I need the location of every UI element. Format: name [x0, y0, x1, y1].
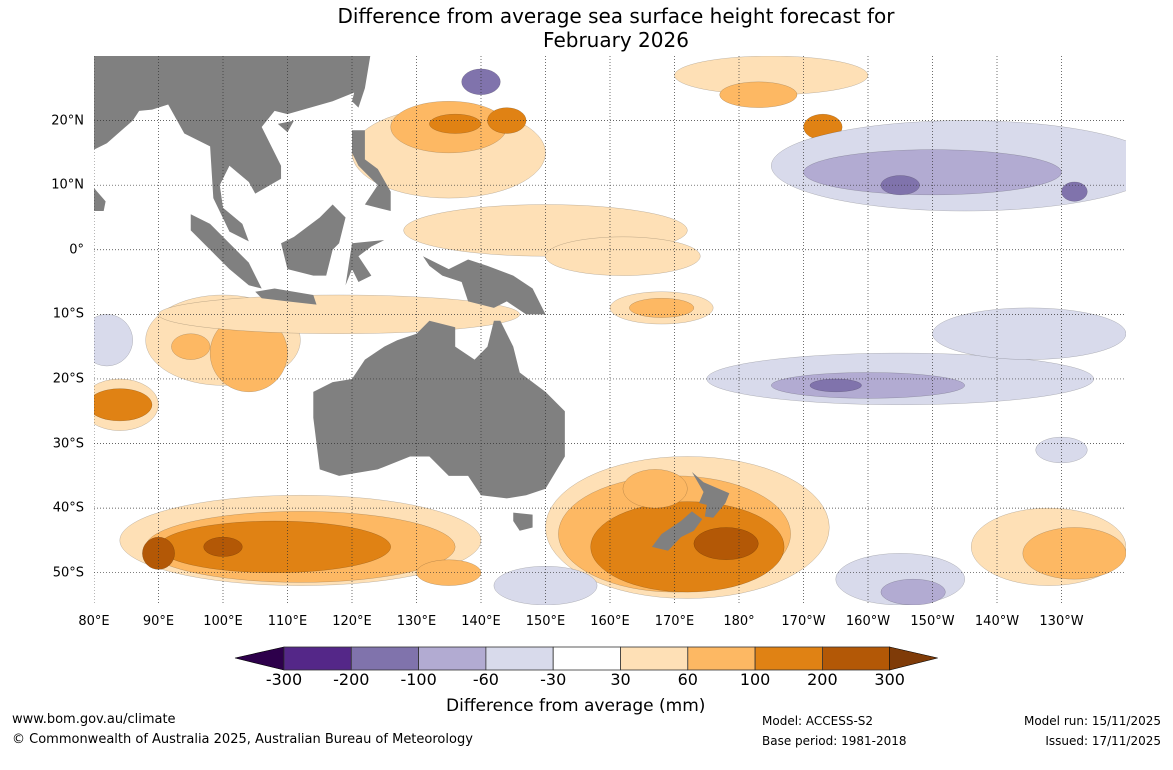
colorbar-swatch [350, 646, 419, 671]
lat-tick-label: 10°N [51, 177, 84, 193]
anomaly-contour [158, 520, 391, 573]
landmass-sumatra [190, 214, 262, 289]
colorbar-swatch [485, 646, 554, 671]
lon-tick-label: 130°E [396, 614, 437, 629]
model-info: Model: ACCESS-S2 [762, 714, 874, 728]
colorbar-swatch [620, 646, 689, 671]
anomaly-contour [545, 236, 701, 276]
landmass-java [255, 288, 317, 305]
colorbar-swatch [552, 646, 621, 671]
lon-tick-label: 90°E [142, 614, 175, 629]
colorbar-tick-label: 100 [739, 670, 771, 689]
colorbar-swatch [283, 646, 352, 671]
colorbar-max-arrow [889, 646, 938, 671]
anomaly-contour [932, 307, 1126, 360]
anomaly-contour [622, 469, 688, 509]
lon-tick-label: 170°E [654, 614, 695, 629]
lon-tick-label: 160°W [845, 614, 891, 629]
anomaly-contour [693, 527, 759, 561]
lat-tick-label: 20°S [52, 371, 84, 387]
landmass-nz-south-island [651, 511, 703, 551]
colorbar-label: Difference from average (mm) [446, 696, 706, 716]
colorbar-swatch [822, 646, 891, 671]
anomaly-contour [809, 378, 862, 393]
landmass-sri-lanka [94, 187, 106, 212]
anomaly-contour [158, 294, 520, 334]
anomaly-contour [771, 372, 965, 399]
landmass-tasmania [513, 512, 533, 531]
lat-tick-label: 0° [69, 242, 84, 258]
colorbar-swatch [687, 646, 756, 671]
colorbar-swatch [754, 646, 823, 671]
anomaly-contour [94, 388, 153, 422]
lon-tick-label: 150°W [910, 614, 955, 629]
landmass-hainan [277, 120, 294, 133]
lon-tick-label: 160°E [590, 614, 630, 629]
anomaly-contour [203, 536, 243, 557]
landmass-borneo [281, 204, 346, 276]
anomaly-contour [461, 68, 501, 96]
model-run: Model run: 15/11/2025 [1023, 714, 1161, 728]
lon-tick-label: 180° [723, 614, 755, 629]
colorbar-tick-label: -300 [265, 670, 303, 689]
source-url: www.bom.gov.au/climate [12, 712, 176, 727]
colorbar-tick-label: 60 [677, 670, 698, 689]
issued-date: Issued: 17/11/2025 [1045, 734, 1161, 748]
title-line-2: February 2026 [543, 28, 689, 52]
lat-tick-label: 20°N [51, 113, 84, 129]
anomaly-contour [590, 501, 785, 593]
colorbar-tick-label: 30 [610, 670, 631, 689]
lat-tick-label: 50°S [52, 565, 84, 581]
colorbar-tick-label: -100 [400, 670, 437, 689]
copyright: © Commonwealth of Australia 2025, Austra… [12, 732, 473, 747]
landmass-philippines [352, 130, 391, 212]
colorbar-tick-label: -30 [540, 670, 567, 689]
lon-tick-label: 100°E [203, 614, 243, 629]
anomaly-contour [94, 314, 133, 367]
landmass-australia [313, 320, 565, 499]
colorbar-tick-label: 200 [807, 670, 838, 689]
colorbar-tick-label: -200 [333, 670, 370, 689]
anomaly-contour [880, 578, 946, 605]
map-layer [94, 56, 1126, 605]
lat-tick-label: 30°S [52, 436, 84, 452]
anomaly-contour [429, 113, 482, 134]
anomaly-contour [629, 297, 695, 318]
landmass-asia-mainland [94, 56, 371, 242]
colorbar-tick-label: -60 [472, 670, 499, 689]
lat-tick-label: 40°S [52, 500, 84, 516]
lon-tick-label: 170°W [781, 614, 826, 629]
lon-tick-label: 130°W [1039, 614, 1084, 629]
anomaly-contour [171, 333, 211, 360]
lon-tick-label: 110°E [267, 614, 308, 629]
anomaly-contour [1022, 527, 1126, 580]
base-period: Base period: 1981-2018 [762, 734, 907, 748]
lon-tick-label: 140°W [974, 614, 1020, 629]
lon-tick-label: 120°E [332, 614, 372, 629]
landmass-sulawesi [345, 240, 385, 286]
lat-tick-label: 10°S [52, 306, 84, 322]
title-line-1: Difference from average sea surface heig… [337, 4, 895, 28]
lon-tick-label: 80°E [78, 614, 110, 629]
figure-title: Difference from average sea surface heig… [0, 4, 1173, 52]
landmass-taiwan [352, 88, 365, 108]
colorbar-tick-label: 300 [874, 670, 905, 689]
colorbar-swatch [418, 646, 487, 671]
landmass-new-guinea [422, 256, 546, 315]
lon-tick-label: 140°E [461, 614, 501, 629]
landmass-nz-north-island [691, 471, 730, 518]
colorbar-min-arrow [234, 646, 285, 671]
anomaly-contour [719, 81, 798, 108]
lon-tick-label: 150°E [525, 614, 566, 629]
anomaly-contour [1061, 181, 1088, 202]
